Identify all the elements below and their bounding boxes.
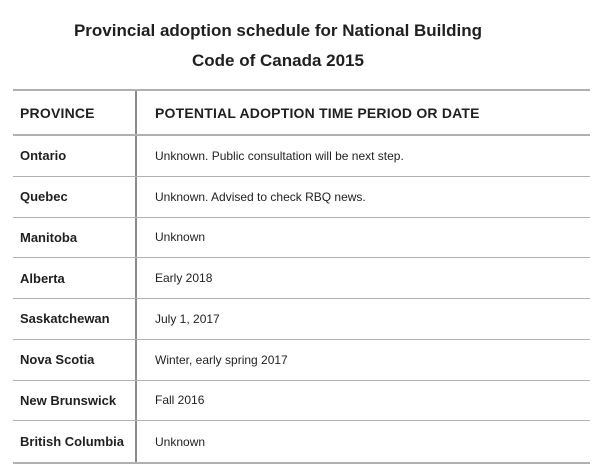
table-header-row: PROVINCE POTENTIAL ADOPTION TIME PERIOD …	[13, 91, 590, 136]
table-row-ontario: Ontario Unknown. Public consultation wil…	[13, 136, 590, 177]
table-row-new-brunswick: New Brunswick Fall 2016	[13, 380, 590, 422]
province-cell: Ontario	[13, 136, 137, 176]
province-cell: Quebec	[13, 176, 137, 217]
table-row-manitoba: Manitoba Unknown	[13, 217, 590, 259]
column-header-province: PROVINCE	[13, 91, 137, 134]
province-cell: Saskatchewan	[13, 299, 137, 339]
province-cell: Nova Scotia	[13, 339, 137, 380]
adoption-date-cell: July 1, 2017	[155, 311, 220, 326]
province-cell: New Brunswick	[13, 380, 137, 421]
adoption-date-cell: Unknown	[155, 434, 206, 449]
adoption-date-cell: Early 2018	[155, 271, 213, 286]
adoption-schedule-table: PROVINCE POTENTIAL ADOPTION TIME PERIOD …	[13, 89, 590, 464]
column-header-adoption-date: POTENTIAL ADOPTION TIME PERIOD OR DATE	[155, 104, 480, 121]
page-title-line-2: Code of Canada 2015	[192, 51, 364, 70]
province-cell: Alberta	[13, 258, 137, 298]
table-row-british-columbia: British Columbia Unknown	[13, 421, 590, 462]
adoption-date-cell: Fall 2016	[155, 393, 205, 408]
table-row-alberta: Alberta Early 2018	[13, 258, 590, 299]
table-row-saskatchewan: Saskatchewan July 1, 2017	[13, 299, 590, 340]
province-cell: Manitoba	[13, 217, 137, 258]
table-row-quebec: Quebec Unknown. Advised to check RBQ new…	[13, 176, 590, 218]
adoption-date-cell: Unknown. Public consultation will be nex…	[155, 148, 404, 163]
province-cell: British Columbia	[13, 421, 137, 462]
adoption-date-cell: Unknown	[155, 230, 206, 245]
adoption-date-cell: Unknown. Advised to check RBQ news.	[155, 189, 366, 204]
adoption-date-cell: Winter, early spring 2017	[155, 352, 288, 367]
page-title: Provincial adoption schedule for Nationa…	[0, 16, 556, 76]
table-row-nova-scotia: Nova Scotia Winter, early spring 2017	[13, 339, 590, 381]
page-title-line-1: Provincial adoption schedule for Nationa…	[73, 21, 483, 40]
